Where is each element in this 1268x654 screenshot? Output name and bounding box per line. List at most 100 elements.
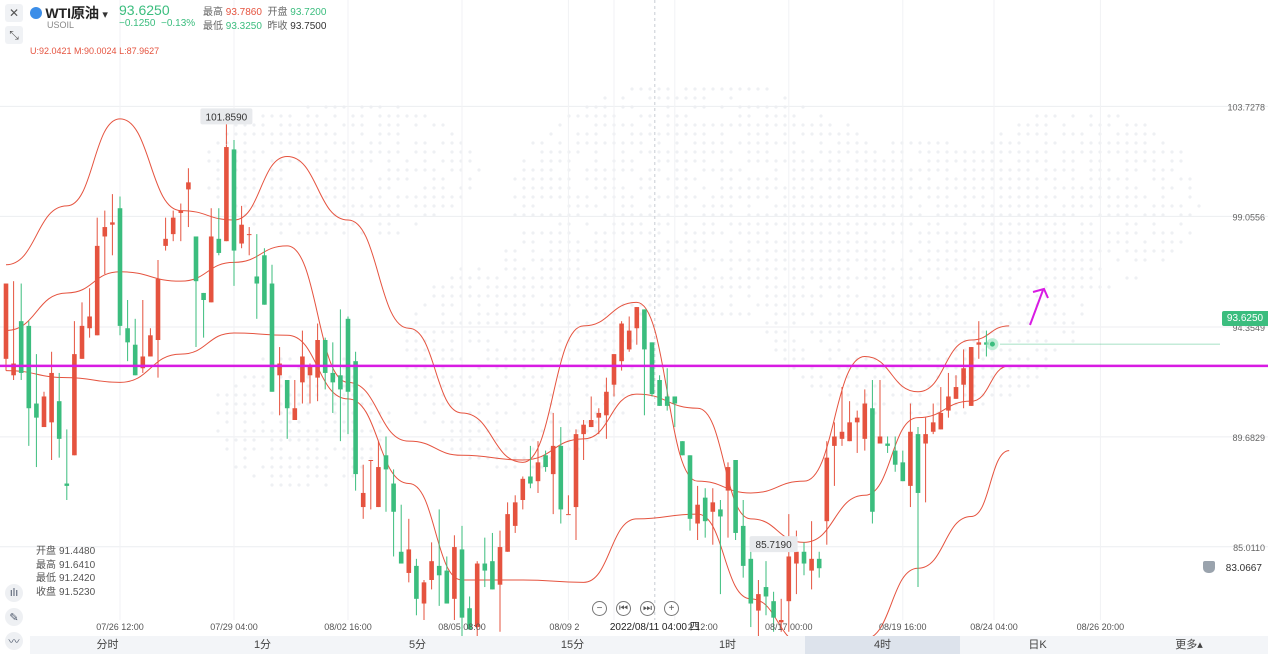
map-dot xyxy=(846,177,850,181)
map-dot xyxy=(873,312,877,316)
map-dot xyxy=(720,213,724,217)
map-dot xyxy=(207,150,211,154)
map-dot xyxy=(522,456,526,460)
map-dot xyxy=(306,186,310,190)
rewind-icon[interactable]: ⏮ xyxy=(616,601,631,616)
map-dot xyxy=(324,195,328,199)
map-dot xyxy=(252,474,256,478)
map-dot xyxy=(1125,249,1129,253)
map-dot xyxy=(909,195,913,199)
tab-timeframe-1m[interactable]: 1分 xyxy=(253,639,272,651)
map-dot xyxy=(216,393,220,397)
map-dot xyxy=(882,348,886,352)
map-dot xyxy=(279,132,283,136)
map-dot xyxy=(432,294,436,298)
map-dot xyxy=(1134,195,1138,199)
candle-body xyxy=(923,434,928,444)
map-dot xyxy=(747,294,751,298)
tab-timeframe-fenshi[interactable]: 分时 xyxy=(96,639,119,651)
map-dot xyxy=(657,231,661,235)
map-dot xyxy=(684,177,688,181)
candle-body xyxy=(839,431,845,439)
map-dot xyxy=(279,420,283,424)
map-dot xyxy=(1179,213,1183,217)
map-dot xyxy=(1017,258,1021,262)
map-dot xyxy=(306,114,310,118)
map-dot xyxy=(1116,141,1120,145)
map-dot xyxy=(432,393,436,397)
close-icon[interactable]: ✕ xyxy=(5,4,23,22)
candle-body xyxy=(3,283,9,359)
map-dot xyxy=(936,303,940,307)
map-dot xyxy=(540,303,544,307)
map-dot xyxy=(585,384,589,388)
map-dot xyxy=(765,258,769,262)
candle-body xyxy=(292,408,298,420)
indicator-icon[interactable]: ılı xyxy=(5,584,23,602)
map-dot xyxy=(450,420,454,424)
map-dot xyxy=(720,105,724,109)
map-dot xyxy=(936,141,940,145)
pencil-icon[interactable]: ✎ xyxy=(5,608,23,626)
map-dot xyxy=(1008,204,1012,208)
map-dot xyxy=(567,258,571,262)
map-dot xyxy=(828,267,832,271)
map-dot xyxy=(306,132,310,136)
map-dot xyxy=(432,168,436,172)
map-dot xyxy=(1026,375,1030,379)
map-dot xyxy=(828,357,832,361)
zoom-out-icon[interactable]: − xyxy=(592,601,607,616)
map-dot xyxy=(540,231,544,235)
map-dot xyxy=(1044,168,1048,172)
tab-timeframe-4h[interactable]: 4时 xyxy=(805,636,960,654)
tab-timeframe-1h[interactable]: 1时 xyxy=(718,639,737,651)
chart-type-icon[interactable]: 〰 xyxy=(5,632,23,650)
map-dot xyxy=(675,267,679,271)
map-dot xyxy=(1071,168,1075,172)
map-dot xyxy=(810,222,814,226)
map-dot xyxy=(783,249,787,253)
map-dot xyxy=(1071,267,1075,271)
forward-icon[interactable]: ⏭ xyxy=(640,601,655,616)
collapse-icon[interactable]: ⤡ xyxy=(5,26,23,44)
map-dot xyxy=(333,105,337,109)
chevron-down-icon[interactable]: ▾ xyxy=(102,9,108,21)
bell-icon[interactable] xyxy=(1203,561,1215,573)
map-dot xyxy=(585,204,589,208)
map-dot xyxy=(936,258,940,262)
map-dot xyxy=(621,393,625,397)
tab-timeframe-daily[interactable]: 日K xyxy=(1028,639,1047,651)
map-dot xyxy=(522,294,526,298)
map-dot xyxy=(882,240,886,244)
map-dot xyxy=(1026,303,1030,307)
x-tick-label: 08/26 20:00 xyxy=(1077,622,1125,632)
map-dot xyxy=(891,411,895,415)
symbol-block[interactable]: WTI原油 ▾ xyxy=(30,3,108,23)
map-dot xyxy=(351,177,355,181)
map-dot xyxy=(477,456,481,460)
alert-row[interactable]: 83.0667 xyxy=(1203,561,1262,574)
tab-timeframe-15m[interactable]: 15分 xyxy=(560,639,585,651)
map-dot xyxy=(1143,123,1147,127)
map-dot xyxy=(999,294,1003,298)
map-dot xyxy=(279,447,283,451)
tab-timeframe-5m[interactable]: 5分 xyxy=(408,639,427,651)
symbol-name[interactable]: WTI原油 xyxy=(45,5,99,21)
map-dot xyxy=(369,141,373,145)
map-dot xyxy=(297,150,301,154)
map-dot xyxy=(1053,195,1057,199)
map-dot xyxy=(324,402,328,406)
map-dot xyxy=(1008,249,1012,253)
map-dot xyxy=(657,150,661,154)
zoom-in-icon[interactable]: + xyxy=(664,601,679,616)
map-dot xyxy=(918,357,922,361)
map-dot xyxy=(855,258,859,262)
map-dot xyxy=(1017,195,1021,199)
map-dot xyxy=(585,141,589,145)
map-dot xyxy=(945,303,949,307)
more-timeframes-button[interactable]: 更多▴ xyxy=(1175,639,1203,651)
map-dot xyxy=(639,186,643,190)
map-dot xyxy=(540,276,544,280)
